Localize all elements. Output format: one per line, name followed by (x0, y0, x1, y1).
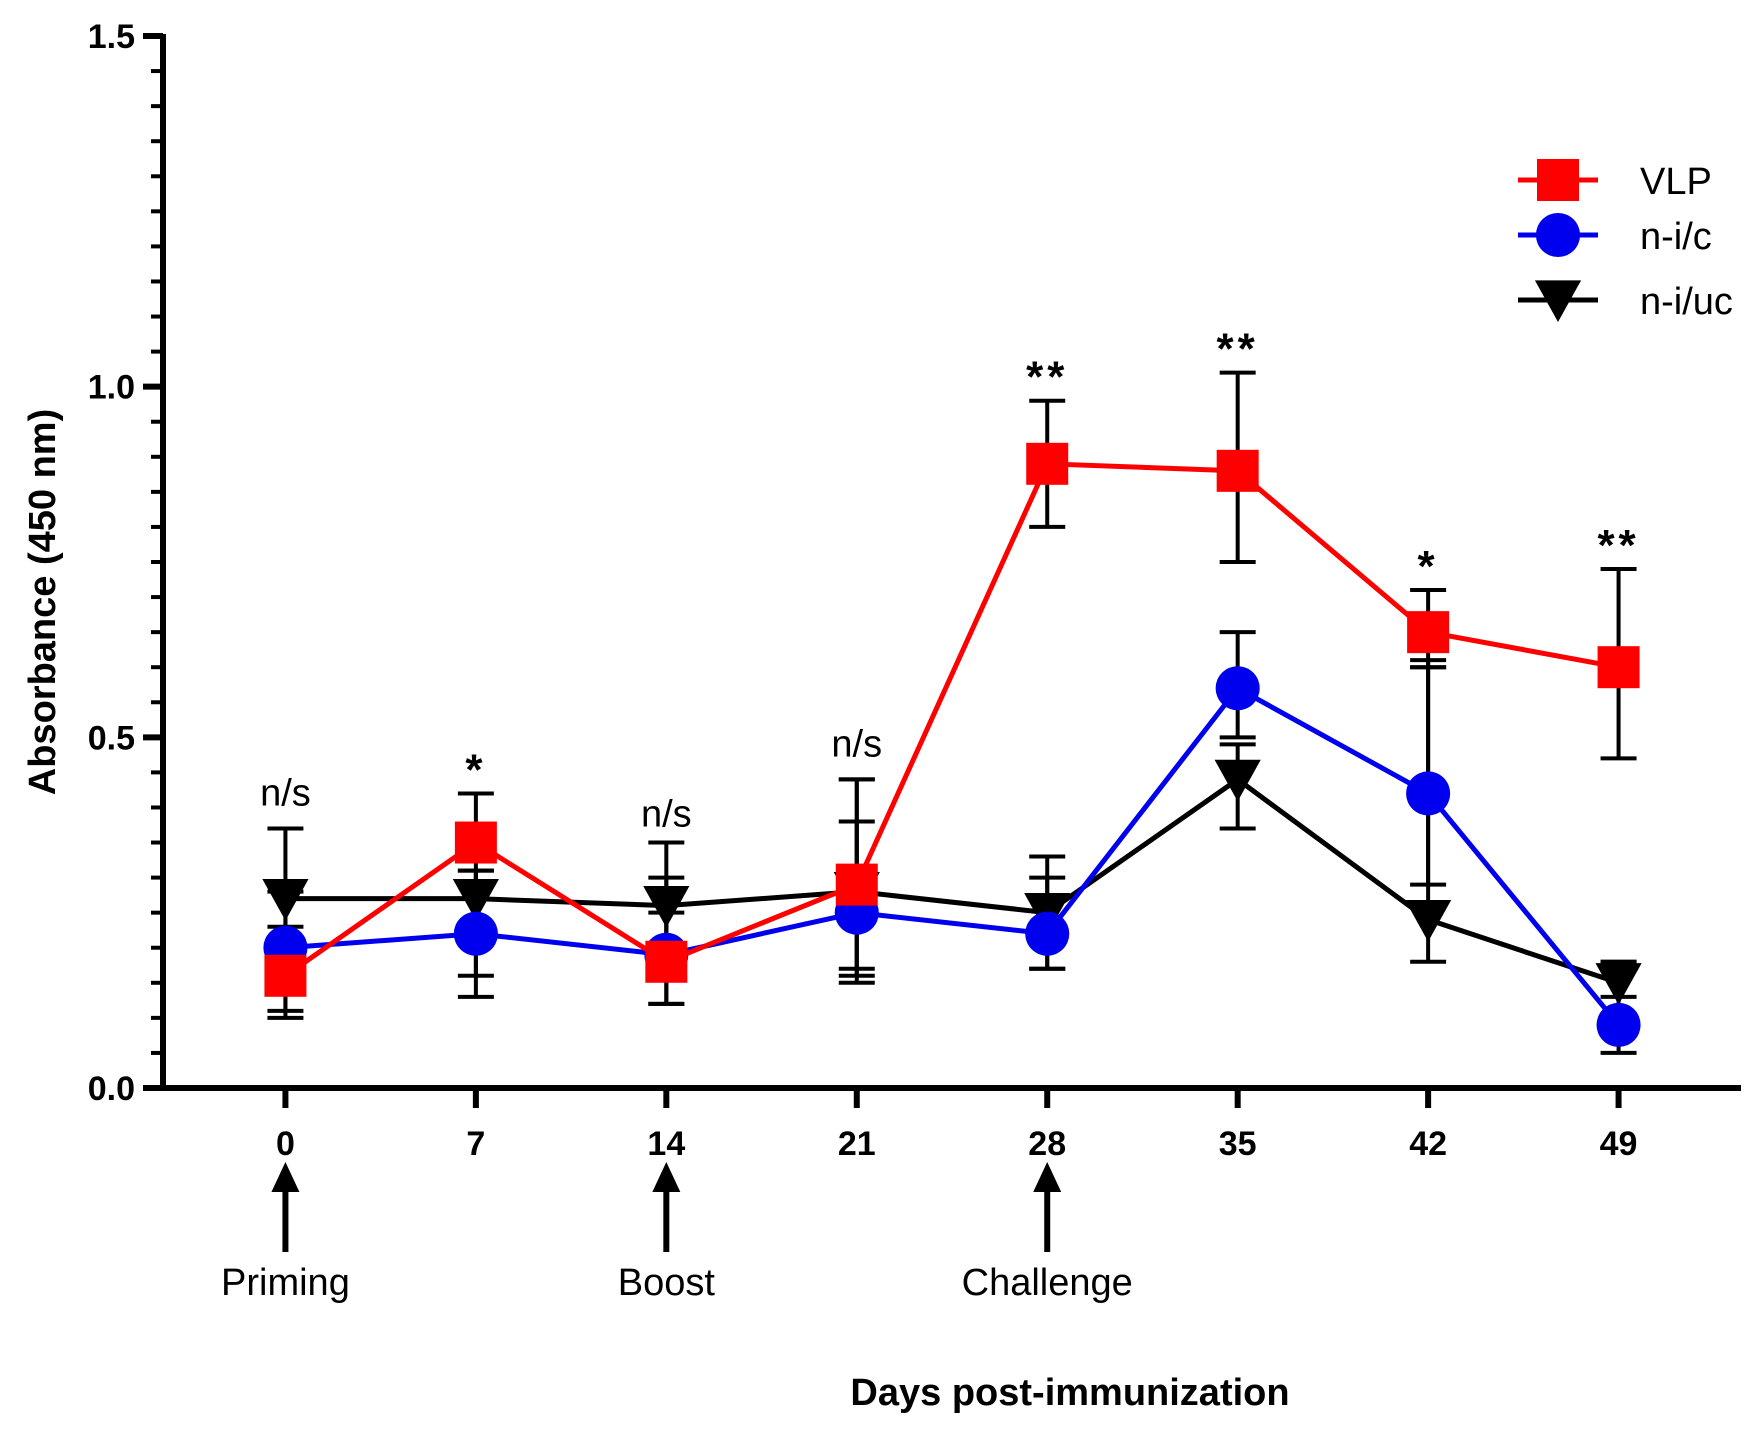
legend-marker (1534, 280, 1582, 322)
event-label: Boost (618, 1262, 716, 1304)
data-point (1405, 900, 1452, 942)
series-line (283, 461, 1620, 978)
x-tick-label: 0 (276, 1125, 295, 1163)
legend: VLP n-i/c n-i/uc (1518, 159, 1733, 323)
significance-label: ** (1217, 325, 1259, 374)
data-point (453, 911, 498, 956)
legend-label: VLP (1640, 161, 1712, 203)
data-point (835, 863, 878, 906)
x-tick-label: 7 (466, 1125, 485, 1163)
significance-label: ** (1597, 521, 1639, 570)
legend-item: n-i/uc (1518, 280, 1733, 323)
legend-marker (1535, 212, 1581, 258)
y-tick-label: 1.5 (88, 18, 135, 56)
legend-item: VLP (1518, 159, 1712, 203)
axes: 0.0 0.5 1.0 1.5 0 7 14 21 28 35 42 49 (88, 18, 1741, 1163)
data-point (1026, 442, 1069, 485)
data-point (645, 940, 688, 983)
x-tick-label: 14 (647, 1125, 685, 1163)
data-point (1216, 449, 1259, 492)
significance-label: * (465, 745, 486, 794)
x-tick-label: 42 (1409, 1125, 1447, 1163)
data-point (452, 879, 499, 921)
y-tick-label: 1.0 (88, 369, 135, 407)
y-tick-label: 0.0 (88, 1070, 135, 1108)
event-arrow: Boost (618, 1162, 716, 1304)
data-point (264, 954, 307, 997)
x-tick-label: 35 (1219, 1125, 1257, 1163)
y-tick-label: 0.5 (88, 719, 135, 757)
legend-label: n-i/uc (1640, 281, 1733, 323)
data-point (454, 821, 497, 864)
x-tick-label: 21 (838, 1125, 876, 1163)
data-point (1597, 646, 1640, 689)
event-label: Priming (221, 1262, 350, 1304)
y-axis-title: Absorbance (450 nm) (22, 409, 64, 795)
annotations: n/s *n/sn/s***** **Priming Boost Challenge (221, 325, 1639, 1304)
data-point (1596, 1002, 1641, 1047)
significance-label: n/s (260, 772, 311, 814)
x-tick-label: 28 (1028, 1125, 1066, 1163)
arrow-head (652, 1162, 681, 1192)
data-point (1595, 963, 1642, 1005)
data-point (262, 879, 309, 921)
data-point (1215, 666, 1260, 711)
x-axis-title: Days post-immunization (850, 1372, 1289, 1414)
event-arrow: Priming (221, 1162, 350, 1304)
significance-label: * (1418, 542, 1439, 591)
series-n-i/uc (262, 759, 1642, 1005)
series-line (285, 776, 1620, 986)
series-line (285, 685, 1621, 1027)
event-arrow: Challenge (962, 1162, 1133, 1304)
arrow-head (1033, 1162, 1062, 1192)
significance-label: ** (1026, 353, 1068, 402)
data-point (1406, 771, 1451, 816)
series-VLP (264, 442, 1640, 997)
legend-marker (1537, 159, 1579, 201)
event-label: Challenge (962, 1262, 1133, 1304)
legend-label: n-i/c (1640, 216, 1712, 258)
x-tick-label: 49 (1600, 1125, 1638, 1163)
data-point (643, 886, 690, 928)
arrow-head (271, 1162, 300, 1192)
legend-item: n-i/c (1518, 212, 1712, 258)
data-point (1025, 911, 1070, 956)
significance-label: n/s (831, 723, 882, 765)
significance-label: n/s (641, 793, 692, 835)
data-point (1407, 611, 1450, 654)
series-layer (262, 370, 1642, 1055)
data-point (1214, 759, 1261, 802)
